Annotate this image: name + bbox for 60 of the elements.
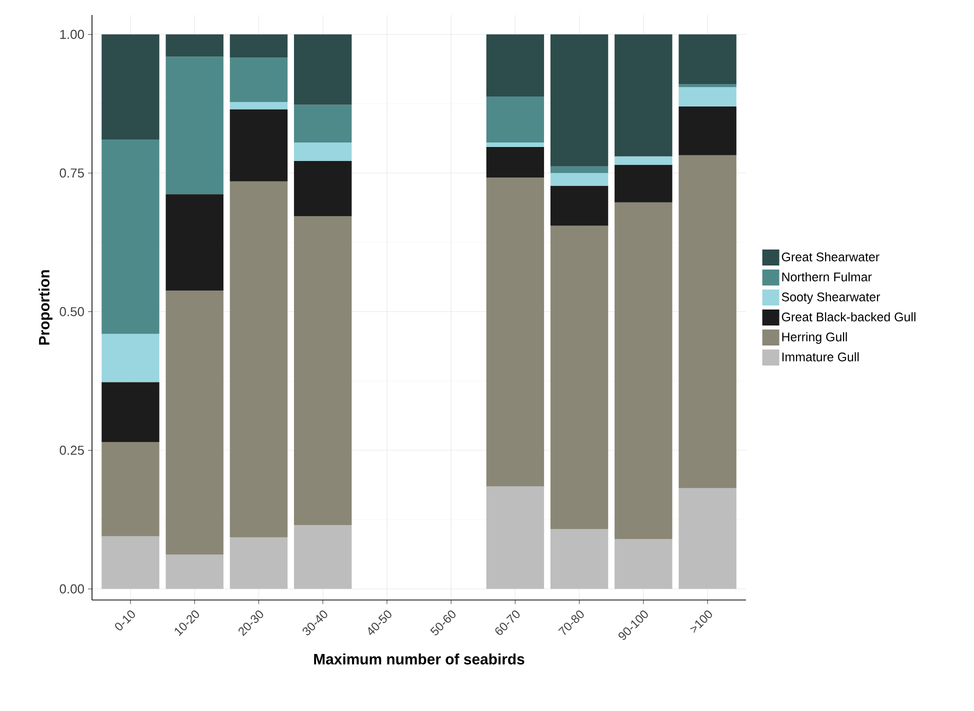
y-axis-title: Proportion (38, 270, 52, 345)
y-tick-label: 0.75 (60, 168, 84, 178)
bar (294, 104, 352, 143)
bar (294, 34, 352, 105)
bar (550, 529, 608, 589)
legend-label: Great Shearwater (782, 252, 880, 262)
bar (678, 87, 736, 106)
bar (294, 525, 352, 589)
legend-label: Sooty Shearwater (782, 292, 880, 304)
bar (102, 334, 160, 382)
bar (230, 109, 288, 182)
bar (486, 177, 544, 486)
bar (166, 554, 224, 589)
bar (678, 488, 736, 589)
x-axis-title: Maximum number of seabirds (314, 653, 524, 664)
y-tick-label: 0.25 (60, 446, 84, 455)
bar (166, 56, 224, 194)
bar (166, 34, 224, 57)
bar (550, 34, 608, 166)
bar (486, 486, 544, 589)
bar (678, 106, 736, 156)
bar (102, 382, 160, 442)
legend-label: Herring Gull (782, 332, 847, 344)
bar (550, 186, 608, 226)
y-tick-label: 0.50 (60, 307, 84, 316)
y-tick-label: 0.00 (60, 584, 84, 594)
bar (294, 216, 352, 526)
legend-label: Northern Fulmar (782, 272, 872, 282)
y-tick-label: 1.00 (60, 30, 84, 39)
bar (102, 34, 160, 140)
bar (550, 166, 608, 174)
bar (294, 160, 352, 216)
legend-label: Great Black-backed Gull (782, 312, 916, 322)
bar (614, 34, 672, 156)
x-tick-label: 0-10 (115, 610, 135, 630)
bar (166, 290, 224, 555)
bar (614, 156, 672, 165)
bar (102, 442, 160, 536)
bar (550, 226, 608, 530)
bar (614, 538, 672, 589)
bar (230, 537, 288, 589)
bar (678, 84, 736, 88)
bar (550, 173, 608, 186)
bar (230, 181, 288, 538)
bar (102, 536, 160, 589)
bar (102, 140, 160, 334)
bar (486, 146, 544, 178)
bar (486, 142, 544, 147)
bar (294, 142, 352, 161)
bar (614, 202, 672, 539)
bar (486, 96, 544, 143)
bar (678, 34, 736, 84)
legend-label: Immature Gull (782, 352, 859, 362)
bar (230, 58, 288, 102)
bar (678, 155, 736, 488)
bar (166, 194, 224, 291)
bar (486, 34, 544, 96)
bar (230, 102, 288, 110)
bar (614, 164, 672, 202)
bar (230, 34, 288, 58)
